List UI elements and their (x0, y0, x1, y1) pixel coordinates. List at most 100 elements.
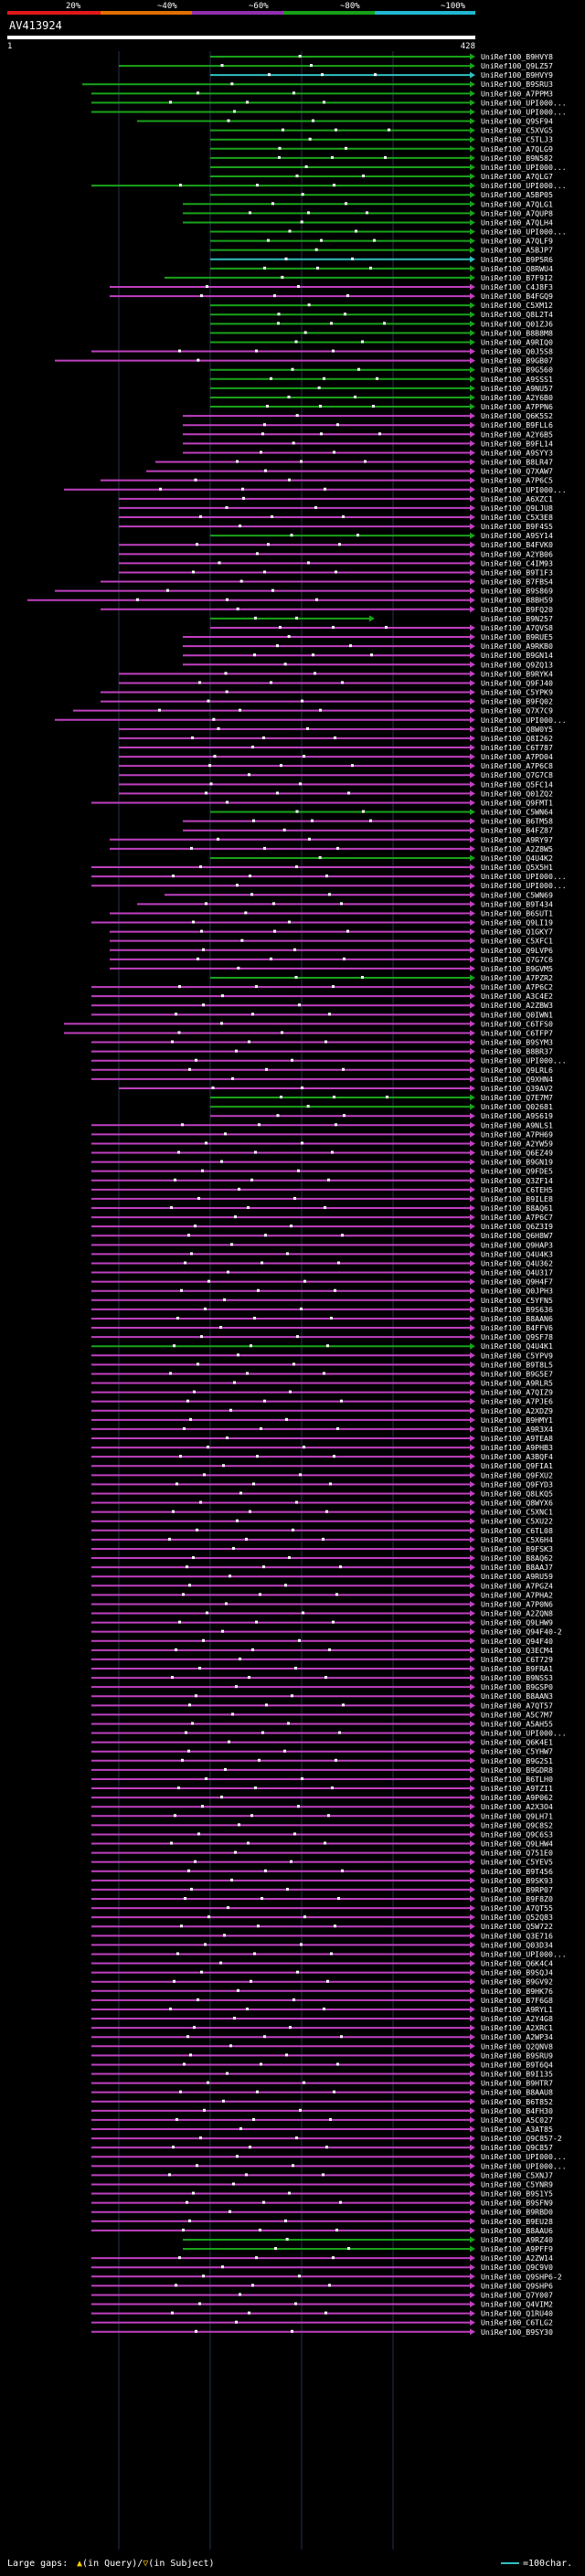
hit-row[interactable]: UniRef100_Q9C857 (91, 2143, 553, 2152)
hit-label[interactable]: UniRef100_A3C4E2 (481, 991, 553, 1001)
hit-label[interactable]: UniRef100_C5XVG5 (481, 126, 553, 135)
hit-label[interactable]: UniRef100_A2Z8W5 (481, 844, 553, 853)
hit-row[interactable]: UniRef100_Q8WYX6 (91, 1499, 553, 1508)
hit-row[interactable]: UniRef100_A2ZBW3 (91, 1001, 553, 1010)
hit-label[interactable]: UniRef100_C5X6H4 (481, 1535, 553, 1544)
hit-label[interactable]: UniRef100_UPI000... (481, 181, 567, 190)
hit-label[interactable]: UniRef100_B9S1Y5 (481, 2189, 553, 2199)
hit-row[interactable]: UniRef100_A2Z8W5 (110, 844, 553, 853)
hit-row[interactable]: UniRef100_Q751E0 (91, 1849, 553, 1858)
hit-row[interactable]: UniRef100_A7P6C2 (91, 982, 553, 991)
hit-label[interactable]: UniRef100_A9RU59 (481, 1572, 553, 1581)
hit-label[interactable]: UniRef100_Q3ECM4 (481, 1646, 553, 1655)
hit-row[interactable]: UniRef100_UPI000... (210, 228, 567, 237)
hit-row[interactable]: UniRef100_B9N582 (210, 154, 553, 163)
hit-label[interactable]: UniRef100_C5YFN5 (481, 1296, 553, 1305)
hit-label[interactable]: UniRef100_A9NU57 (481, 384, 553, 393)
hit-row[interactable]: UniRef100_B9SK93 (91, 1876, 553, 1885)
hit-label[interactable]: UniRef100_A9RZ40 (481, 2235, 553, 2244)
hit-label[interactable]: UniRef100_Q6H8W7 (481, 1231, 553, 1240)
hit-label[interactable]: UniRef100_A5BJP7 (481, 246, 553, 255)
hit-label[interactable]: UniRef100_Q6K5S2 (481, 411, 553, 420)
hit-label[interactable]: UniRef100_Q1GKY7 (481, 928, 553, 937)
hit-label[interactable]: UniRef100_B9RUE5 (481, 632, 553, 641)
hit-row[interactable]: UniRef100_Q9LHW9 (91, 1618, 553, 1627)
hit-row[interactable]: UniRef100_Q3E716 (91, 1931, 553, 1940)
hit-label[interactable]: UniRef100_B8AQ62 (481, 1553, 553, 1563)
hit-label[interactable]: UniRef100_B6TM58 (481, 817, 553, 826)
hit-row[interactable]: UniRef100_B9SFN9 (91, 2199, 553, 2208)
hit-row[interactable]: UniRef100_A9R3X4 (91, 1425, 553, 1434)
hit-row[interactable]: UniRef100_UPI000... (91, 2152, 567, 2161)
hit-row[interactable]: UniRef100_A3BQF4 (91, 1452, 553, 1461)
hit-label[interactable]: UniRef100_A9SY14 (481, 531, 553, 540)
hit-row[interactable]: UniRef100_C6TFS0 (64, 1019, 553, 1028)
hit-label[interactable]: UniRef100_A9PFF9 (481, 2244, 553, 2253)
hit-row[interactable]: UniRef100_A7QT55 (91, 1903, 553, 1913)
hit-row[interactable]: UniRef100_A5BP05 (210, 190, 553, 199)
hit-row[interactable]: UniRef100_C6TL08 (91, 1526, 553, 1535)
hit-label[interactable]: UniRef100_A7P0N6 (481, 1599, 553, 1608)
hit-row[interactable]: UniRef100_B6T852 (91, 2097, 553, 2106)
hit-label[interactable]: UniRef100_UPI000... (481, 1056, 567, 1065)
hit-label[interactable]: UniRef100_A9RIQ0 (481, 337, 553, 346)
hit-row[interactable]: UniRef100_A9S619 (210, 1111, 553, 1120)
hit-label[interactable]: UniRef100_A2YB06 (481, 549, 553, 558)
hit-row[interactable]: UniRef100_B9SRU3 (82, 80, 553, 89)
hit-row[interactable]: UniRef100_Q5FC14 (119, 779, 553, 789)
hit-label[interactable]: UniRef100_Q5FC14 (481, 779, 553, 789)
hit-label[interactable]: UniRef100_Q9C6S3 (481, 1829, 553, 1839)
hit-row[interactable]: UniRef100_A7QLG7 (210, 172, 553, 181)
hit-label[interactable]: UniRef100_B9RBD0 (481, 2208, 553, 2217)
hit-row[interactable]: UniRef100_UPI000... (91, 872, 567, 881)
hit-row[interactable]: UniRef100_Q4U362 (91, 1258, 553, 1267)
hit-row[interactable]: UniRef100_B4FZ87 (183, 826, 553, 835)
hit-row[interactable]: UniRef100_Q0IWN1 (91, 1010, 553, 1019)
hit-label[interactable]: UniRef100_B9G2S1 (481, 1756, 553, 1765)
hit-label[interactable]: UniRef100_B9T8L5 (481, 1360, 553, 1369)
hit-row[interactable]: UniRef100_Q9SHP6-2 (91, 2272, 562, 2281)
hit-row[interactable]: UniRef100_C6TLG2 (91, 2318, 553, 2327)
hit-row[interactable]: UniRef100_C6TEH5 (91, 1185, 553, 1194)
hit-label[interactable]: UniRef100_UPI000... (481, 228, 567, 237)
hit-label[interactable]: UniRef100_Q6Z3I9 (481, 1222, 553, 1231)
hit-label[interactable]: UniRef100_B8B8M8 (481, 328, 553, 337)
hit-label[interactable]: UniRef100_B9N257 (481, 614, 553, 623)
hit-label[interactable]: UniRef100_Q4U317 (481, 1268, 553, 1277)
hit-label[interactable]: UniRef100_UPI000... (481, 98, 567, 107)
hit-row[interactable]: UniRef100_B9S636 (91, 1305, 553, 1314)
hit-row[interactable]: UniRef100_Q39AV2 (119, 1084, 553, 1093)
hit-label[interactable]: UniRef100_Q9LH71 (481, 1811, 553, 1820)
hit-row[interactable]: UniRef100_A6XZC1 (119, 494, 553, 504)
hit-label[interactable]: UniRef100_B9SFN9 (481, 2199, 553, 2208)
hit-row[interactable]: UniRef100_Q4U4K2 (210, 853, 553, 863)
hit-row[interactable]: UniRef100_A5AH55 (91, 1719, 553, 1728)
hit-label[interactable]: UniRef100_A7PPN6 (481, 402, 553, 411)
hit-row[interactable]: UniRef100_A2YW59 (91, 1139, 553, 1148)
hit-label[interactable]: UniRef100_C6T729 (481, 1655, 553, 1664)
hit-label[interactable]: UniRef100_A9R3X4 (481, 1425, 553, 1434)
hit-row[interactable]: UniRef100_A7PPN6 (210, 402, 553, 411)
hit-label[interactable]: UniRef100_B8AAN6 (481, 1314, 553, 1323)
hit-label[interactable]: UniRef100_Q7XAW7 (481, 467, 553, 476)
hit-label[interactable]: UniRef100_Q9C857 (481, 2143, 553, 2152)
hit-label[interactable]: UniRef100_Q9FMT1 (481, 798, 553, 807)
hit-row[interactable]: UniRef100_A9SYY3 (183, 448, 553, 457)
hit-label[interactable]: UniRef100_C5YPV9 (481, 1351, 553, 1360)
hit-label[interactable]: UniRef100_B7F6G8 (481, 1996, 553, 2005)
hit-row[interactable]: UniRef100_B6TM58 (183, 817, 553, 826)
hit-label[interactable]: UniRef100_A9S619 (481, 1111, 553, 1120)
hit-label[interactable]: UniRef100_UPI000... (481, 1949, 567, 1958)
hit-row[interactable]: UniRef100_A5BJP7 (210, 246, 553, 255)
hit-label[interactable]: UniRef100_Q02681 (481, 1102, 553, 1111)
hit-row[interactable]: UniRef100_Q3ZF14 (91, 1176, 553, 1185)
hit-row[interactable]: UniRef100_A9PFF9 (183, 2244, 553, 2253)
hit-row[interactable]: UniRef100_B9ILE8 (91, 1194, 553, 1203)
hit-label[interactable]: UniRef100_B9T456 (481, 1867, 553, 1876)
hit-label[interactable]: UniRef100_A2ZBW3 (481, 1001, 553, 1010)
hit-row[interactable]: UniRef100_B9HTR7 (91, 2079, 553, 2088)
hit-row[interactable]: UniRef100_UPI000... (91, 1729, 567, 1738)
hit-row[interactable]: UniRef100_UPI000... (91, 2161, 567, 2170)
hit-label[interactable]: UniRef100_Q7E7M7 (481, 1093, 553, 1102)
hit-label[interactable]: UniRef100_B9N582 (481, 154, 553, 163)
